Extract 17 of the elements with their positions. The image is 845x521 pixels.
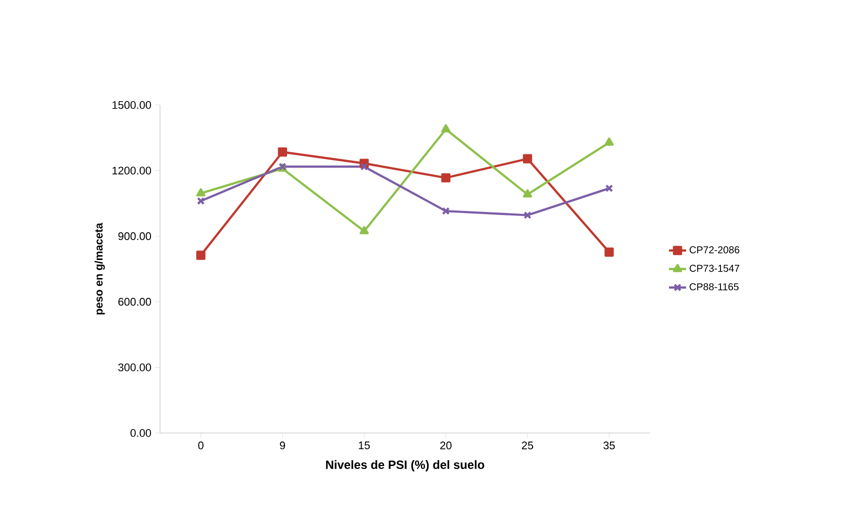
x-tick-label: 15	[358, 442, 370, 450]
y-tick-label: 0.00	[130, 429, 152, 437]
x-tick-label: 25	[522, 442, 534, 450]
x-tick-label: 35	[603, 442, 615, 450]
y-tick-label: 1500.00	[112, 101, 152, 109]
x-tick-label: 0	[198, 442, 204, 450]
y-tick-label: 300.00	[118, 364, 152, 372]
x-tick-label: 20	[440, 442, 452, 450]
y-axis-title: peso en g/maceta	[94, 222, 105, 314]
x-tick-label: 9	[280, 442, 286, 450]
y-tick-label: 900.00	[118, 232, 152, 240]
legend-label: CP73-1547	[690, 264, 740, 272]
y-tick-label: 1200.00	[112, 166, 152, 174]
x-axis-title: Niveles de PSI (%) del suelo	[326, 460, 484, 472]
legend-label: CP72-2086	[690, 246, 740, 254]
y-tick-label: 600.00	[118, 298, 152, 306]
legend-label: CP88-1165	[690, 283, 739, 290]
